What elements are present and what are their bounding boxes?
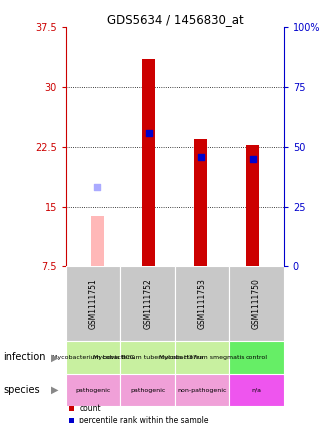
Bar — [175, 341, 229, 374]
Text: control: control — [246, 355, 268, 360]
Point — [250, 156, 255, 162]
Bar — [120, 374, 175, 406]
Text: count: count — [79, 404, 101, 413]
Bar — [66, 341, 120, 374]
Text: ▶: ▶ — [51, 352, 59, 363]
Point — [198, 153, 204, 160]
Point — [146, 130, 151, 137]
Text: GSM1111752: GSM1111752 — [143, 278, 152, 329]
Text: species: species — [3, 385, 40, 395]
Bar — [66, 266, 120, 341]
Text: non-pathogenic: non-pathogenic — [177, 388, 227, 393]
Text: pathogenic: pathogenic — [76, 388, 111, 393]
Text: percentile rank within the sample: percentile rank within the sample — [79, 415, 209, 423]
Text: GSM1111753: GSM1111753 — [198, 278, 207, 329]
Text: GSM1111750: GSM1111750 — [252, 278, 261, 329]
Text: infection: infection — [3, 352, 46, 363]
Bar — [229, 266, 284, 341]
Bar — [246, 145, 259, 266]
Text: Mycobacterium bovis BCG: Mycobacterium bovis BCG — [52, 355, 135, 360]
Bar — [175, 374, 229, 406]
Bar — [194, 139, 207, 266]
Bar — [120, 266, 175, 341]
Text: pathogenic: pathogenic — [130, 388, 165, 393]
Bar — [229, 341, 284, 374]
Bar — [143, 59, 155, 266]
Text: ▶: ▶ — [51, 385, 59, 395]
Bar — [66, 374, 120, 406]
Text: n/a: n/a — [251, 388, 262, 393]
Bar — [91, 216, 104, 266]
Text: GSM1111751: GSM1111751 — [89, 278, 98, 329]
Point — [94, 184, 100, 190]
Bar — [120, 341, 175, 374]
Title: GDS5634 / 1456830_at: GDS5634 / 1456830_at — [107, 14, 243, 26]
Text: Mycobacterium tuberculosis H37ra: Mycobacterium tuberculosis H37ra — [92, 355, 203, 360]
Text: Mycobacterium smegmatis: Mycobacterium smegmatis — [159, 355, 245, 360]
Bar — [229, 374, 284, 406]
Bar — [175, 266, 229, 341]
